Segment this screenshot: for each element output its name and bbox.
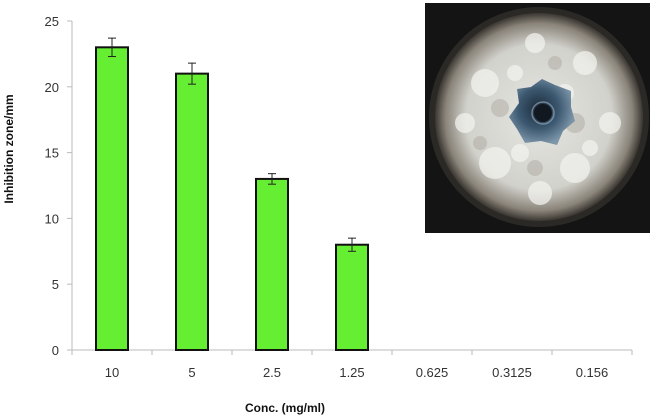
x-tick-label: 2.5: [263, 365, 281, 380]
y-tick-label: 10: [45, 211, 59, 226]
bar-5: [175, 72, 209, 351]
x-tick-label: 0.3125: [492, 365, 532, 380]
well: [534, 104, 552, 122]
y-tick-label: 15: [45, 146, 59, 161]
x-axis-title: Conc. (mg/ml): [245, 401, 325, 415]
y-tick-label: 0: [52, 343, 59, 358]
well-highlight: [531, 101, 555, 125]
y-tick-label: 5: [52, 277, 59, 292]
petri-dish-photo: [425, 3, 650, 233]
y-axis-title: Inhibition zone/mm: [2, 94, 16, 203]
x-tick-label: 0.625: [416, 365, 449, 380]
bar-1.25: [335, 243, 369, 351]
x-tick-labels: 10 5 2.5 1.25 0.625 0.3125 0.156: [105, 365, 609, 380]
axes: [67, 20, 633, 355]
mycelium-texture: [455, 33, 621, 205]
x-tick-label: 1.25: [339, 365, 364, 380]
bar-2.5: [255, 177, 289, 351]
bars: [95, 37, 369, 351]
x-tick-label: 5: [188, 365, 195, 380]
y-tick-labels: 0 5 10 15 20 25: [45, 14, 59, 358]
x-tick-label: 0.156: [576, 365, 609, 380]
bar-10: [95, 46, 129, 351]
y-tick-label: 25: [45, 14, 59, 29]
x-tick-label: 10: [105, 365, 119, 380]
y-tick-label: 20: [45, 80, 59, 95]
